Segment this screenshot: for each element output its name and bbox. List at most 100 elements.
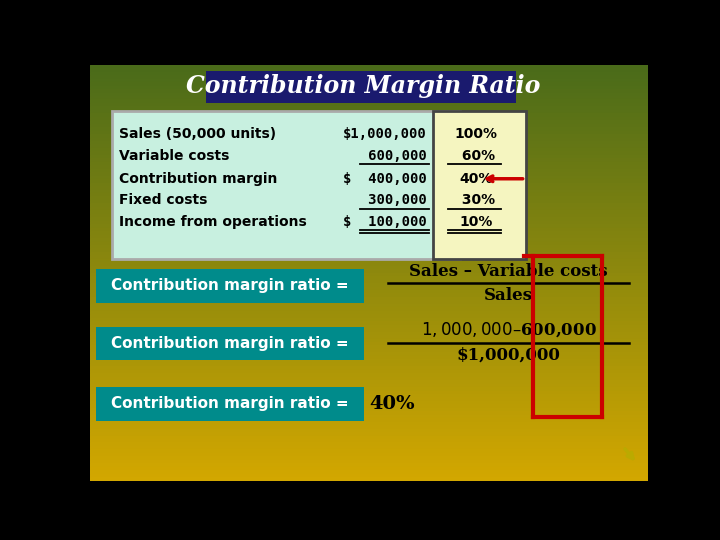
Bar [90,134,648,138]
FancyBboxPatch shape [96,327,364,361]
Bar [90,460,648,463]
Bar [90,442,648,446]
Bar [90,151,648,155]
Bar [90,383,648,387]
Bar [90,96,648,99]
Text: Contribution margin ratio =: Contribution margin ratio = [111,396,348,411]
Bar [90,276,648,280]
Bar [90,259,648,262]
Text: $1,000,000 – $600,000: $1,000,000 – $600,000 [420,320,596,339]
Bar [90,190,648,193]
Text: Contribution margin ratio =: Contribution margin ratio = [111,336,348,351]
Bar [90,186,648,190]
Bar [90,283,648,287]
Bar [90,165,648,168]
FancyBboxPatch shape [96,387,364,421]
Bar [90,335,648,339]
Bar [90,463,648,467]
Bar [90,425,648,429]
Bar [90,193,648,197]
Bar [90,477,648,481]
Bar [90,106,648,110]
Bar [90,228,648,231]
Bar [90,269,648,273]
Bar [90,252,648,255]
Bar [90,120,648,124]
Bar [90,418,648,422]
Bar [90,346,648,349]
Bar [90,85,648,89]
Bar [90,211,648,214]
Bar [90,366,648,370]
Bar [90,113,648,117]
Bar [90,176,648,179]
Bar [90,273,648,276]
Bar [90,404,648,408]
Bar [90,380,648,383]
Bar [90,429,648,432]
Bar [90,356,648,359]
Bar [90,79,648,82]
Bar [90,300,648,304]
Bar [90,353,648,356]
Bar [90,82,648,85]
Bar [90,318,648,321]
Bar [90,377,648,380]
Bar [90,110,648,113]
Bar [90,179,648,183]
Bar [90,169,648,172]
Bar [90,415,648,418]
Bar [90,401,648,404]
Bar [90,255,648,259]
Text: $1,000,000: $1,000,000 [343,127,427,141]
Bar [90,158,648,162]
Bar [90,162,648,165]
Bar [90,307,648,311]
Bar [90,75,648,79]
Bar [90,145,648,148]
Text: $  400,000: $ 400,000 [343,172,427,186]
Bar [90,127,648,131]
Text: 40%: 40% [369,395,415,413]
Bar [90,290,648,294]
Bar [90,138,648,141]
Text: Fixed costs: Fixed costs [120,193,208,207]
Bar [90,92,648,96]
Bar [90,217,648,221]
Bar [90,449,648,453]
Bar [90,314,648,318]
FancyBboxPatch shape [96,269,364,303]
Bar [90,241,648,245]
Bar [90,387,648,390]
Bar [90,148,648,151]
Bar [90,342,648,346]
Bar [90,155,648,158]
Bar [90,131,648,134]
Bar [90,266,648,269]
Bar [90,197,648,200]
FancyBboxPatch shape [206,71,516,103]
Text: 60%: 60% [457,148,495,163]
Bar [90,68,648,72]
Bar [90,373,648,377]
Text: 30%: 30% [457,193,495,207]
Bar [90,349,648,353]
Text: $1,000,000: $1,000,000 [456,347,560,363]
Bar [90,231,648,234]
Bar [90,456,648,460]
Text: Contribution margin ratio =: Contribution margin ratio = [111,278,348,293]
Bar [90,245,648,248]
Bar [90,141,648,145]
Bar [90,411,648,415]
Bar [90,432,648,436]
Bar [90,238,648,241]
Bar [90,332,648,335]
Bar [90,304,648,307]
Bar [90,397,648,401]
Text: Income from operations: Income from operations [120,215,307,229]
Bar [90,422,648,425]
Bar [90,204,648,207]
Bar [90,183,648,186]
Bar [90,221,648,224]
Bar [90,311,648,314]
